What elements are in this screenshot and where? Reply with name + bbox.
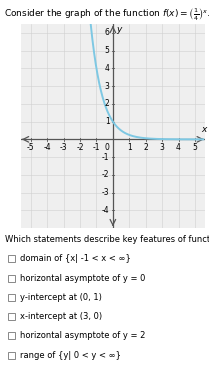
Bar xyxy=(8,255,15,262)
Text: -4: -4 xyxy=(102,206,110,215)
Text: horizontal asymptote of y = 2: horizontal asymptote of y = 2 xyxy=(20,331,145,340)
Text: -4: -4 xyxy=(43,143,51,152)
Text: -2: -2 xyxy=(102,170,110,179)
Bar xyxy=(8,275,15,282)
Text: 6: 6 xyxy=(105,28,110,37)
Text: 2: 2 xyxy=(143,143,148,152)
Bar xyxy=(8,294,15,301)
Text: x: x xyxy=(201,125,207,134)
Text: 5: 5 xyxy=(192,143,198,152)
Text: 4: 4 xyxy=(176,143,181,152)
Bar xyxy=(8,352,15,359)
Text: 2: 2 xyxy=(105,99,110,108)
Text: 0: 0 xyxy=(104,143,109,152)
Text: -1: -1 xyxy=(102,153,110,162)
Text: 3: 3 xyxy=(105,82,110,91)
Text: y-intercept at (0, 1): y-intercept at (0, 1) xyxy=(20,293,102,302)
Text: 1: 1 xyxy=(105,117,110,126)
Text: 3: 3 xyxy=(160,143,164,152)
Text: horizontal asymptote of y = 0: horizontal asymptote of y = 0 xyxy=(20,274,145,283)
Bar xyxy=(8,332,15,339)
Bar xyxy=(8,313,15,320)
Text: domain of {x| -1 < x < ∞}: domain of {x| -1 < x < ∞} xyxy=(20,254,131,263)
Text: 1: 1 xyxy=(127,143,132,152)
Text: range of {y| 0 < y < ∞}: range of {y| 0 < y < ∞} xyxy=(20,351,121,360)
Text: Consider the graph of the function $f(x) = \left(\frac{1}{4}\right)^x$.: Consider the graph of the function $f(x)… xyxy=(4,6,209,23)
Text: 4: 4 xyxy=(105,64,110,73)
Text: -3: -3 xyxy=(102,188,110,197)
Text: y: y xyxy=(116,25,122,34)
Text: Which statements describe key features of function f?: Which statements describe key features o… xyxy=(5,235,209,244)
Text: -2: -2 xyxy=(76,143,84,152)
Text: -3: -3 xyxy=(60,143,68,152)
Text: 5: 5 xyxy=(105,46,110,55)
Text: -5: -5 xyxy=(27,143,34,152)
Text: -1: -1 xyxy=(93,143,100,152)
Text: x-intercept at (3, 0): x-intercept at (3, 0) xyxy=(20,312,102,321)
